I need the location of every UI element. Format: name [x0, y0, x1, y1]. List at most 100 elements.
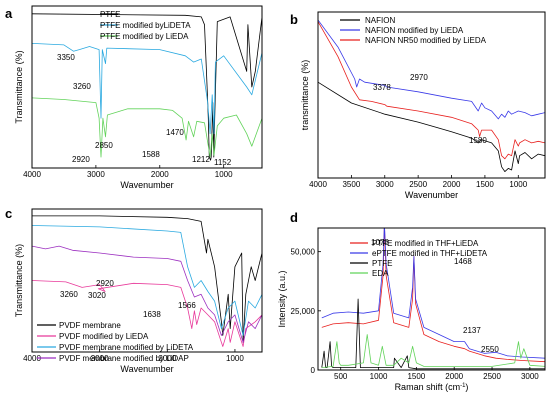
x-tick-label-b-5: 1500 [476, 180, 494, 189]
x-axis-label-c: Wavenumber [120, 364, 173, 374]
legend-label-d-0: PTFE modified in THF+LiEDA [372, 239, 479, 248]
x-tick-label-a-2: 2000 [151, 170, 169, 179]
series-line-d-2 [321, 298, 545, 370]
peak-label-d-1: 1468 [454, 257, 472, 266]
legend-c: PVDF membrane PVDF modified by LiEDA PVDF … [37, 321, 194, 363]
x-tick-label-b-0: 4000 [309, 180, 327, 189]
peak-label-b-1: 2970 [410, 73, 428, 82]
legend-label-d-1: ePTFE modified in THF+LiDETA [372, 249, 488, 258]
y-axis-label-b: transmittance (%) [300, 60, 310, 131]
x-tick-label-c-2: 2000 [158, 354, 176, 363]
x-tick-label-b-3: 2500 [409, 180, 427, 189]
peak-label-a-4: 1588 [142, 150, 160, 159]
legend-label-b-1: NAFION modified by LiEDA [365, 26, 464, 35]
plot-frame-b [317, 11, 546, 179]
y-axis-label-d: Intensity (a.u.) [277, 270, 287, 327]
x-tick-label-a-3: 1000 [215, 170, 233, 179]
panel-letter-b: b [290, 12, 298, 27]
series-group-c [32, 215, 262, 347]
x-tick-label-c-0: 4000 [23, 354, 41, 363]
x-tick-label-b-6: 1000 [509, 180, 527, 189]
peak-label-a-6: 1212 [192, 155, 210, 164]
x-tick-label-c-1: 3000 [91, 354, 109, 363]
peak-label-c-2: 3020 [88, 291, 106, 300]
series-line-b-0 [318, 81, 545, 172]
plot-frame-c [31, 208, 263, 353]
legend-label-c-2: PVDF membrane modified by LiDETA [59, 343, 194, 352]
legend-label-a-1: PTFE modified byLiDETA [100, 21, 191, 30]
legend-label-d-3: EDA [372, 269, 389, 278]
peak-label-b-2: 1580 [469, 136, 487, 145]
series-line-c-2 [32, 225, 262, 336]
series-line-b-1 [318, 19, 545, 120]
peak-label-c-4: 1566 [178, 301, 196, 310]
peak-label-d-0: 1078 [371, 238, 389, 247]
y-axis-label-a: Transmittance (%) [14, 50, 24, 123]
plot-frame-d [317, 227, 546, 371]
series-line-c-0 [32, 215, 262, 343]
x-tick-label-d-3: 2000 [445, 372, 463, 381]
x-tick-label-b-2: 3000 [376, 180, 394, 189]
y-axis-label-c: Transmittance (%) [14, 244, 24, 317]
legend-label-c-3: PVDF membrane modified by LiDAP [59, 354, 189, 363]
x-tick-label-d-0: 500 [334, 372, 348, 381]
x-axis-label-d: Raman shift (cm-1) [395, 382, 469, 392]
panel-b: 4000 3500 3000 2500 2000 1500 1000 Wavenumber tr… [290, 11, 546, 200]
x-tick-label-a-0: 4000 [23, 170, 41, 179]
x-tick-label-a-1: 3000 [87, 170, 105, 179]
panel-letter-a: a [5, 6, 13, 21]
series-group-d [321, 228, 545, 370]
series-line-c-1 [32, 280, 262, 347]
peak-label-a-3: 2850 [95, 141, 113, 150]
x-axis-label-end-d: ) [465, 382, 468, 392]
peak-label-d-3: 2550 [481, 345, 499, 354]
legend-label-a-2: PTFE modified by LiEDA [100, 32, 189, 41]
panel-letter-d: d [290, 210, 298, 225]
x-axis-label-sup-d: -1 [460, 383, 466, 389]
series-line-b-2 [318, 21, 545, 160]
series-line-c-3 [32, 245, 262, 343]
x-tick-label-b-1: 3500 [342, 180, 360, 189]
panel-d: 500 1000 1500 2000 2500 3000 0 25,000 50,000 Rama… [277, 210, 546, 392]
x-axis-label-main-d: Raman shift (cm [395, 382, 461, 392]
peak-label-a-7: 1152 [214, 158, 232, 167]
peak-label-a-0: 3350 [57, 53, 75, 62]
x-tick-label-d-5: 3000 [521, 372, 539, 381]
peak-label-b-0: 3378 [373, 83, 391, 92]
peak-label-a-1: 3260 [73, 82, 91, 91]
legend-label-c-0: PVDF membrane [59, 321, 121, 330]
legend-label-a-0: PTFE [100, 10, 120, 19]
series-line-d-3 [321, 334, 545, 368]
x-tick-label-d-1: 1000 [370, 372, 388, 381]
peak-label-c-3: 1638 [143, 310, 161, 319]
x-tick-label-d-2: 1500 [407, 372, 425, 381]
panel-letter-c: c [5, 206, 12, 221]
legend-label-b-0: NAFION [365, 16, 395, 25]
peak-label-d-2: 2137 [463, 326, 481, 335]
x-tick-label-c-3: 1000 [226, 354, 244, 363]
y-tick-label-d-1: 25,000 [291, 307, 316, 316]
x-tick-label-b-4: 2000 [443, 180, 461, 189]
x-axis-label-a: Wavenumber [120, 180, 173, 190]
legend-label-d-2: PTFE [372, 259, 392, 268]
y-tick-label-d-2: 50,000 [291, 248, 316, 257]
series-group-b [318, 19, 545, 172]
x-axis-label-b: Wavenumber [405, 190, 458, 200]
peak-label-c-1: 2920 [96, 279, 114, 288]
y-tick-label-d-0: 0 [311, 366, 316, 375]
peak-label-a-5: 1470 [166, 128, 184, 137]
series-line-d-1 [321, 228, 545, 359]
plot-frame-a [31, 5, 263, 169]
legend-a: PTFE PTFE modified byLiDETA PTFE modified … [100, 10, 191, 41]
series-line-a-1 [32, 43, 262, 135]
legend-label-b-2: NAFION NR50 modified by LiEDA [365, 36, 487, 45]
peak-label-c-0: 3260 [60, 290, 78, 299]
panel-a: 4000 3000 2000 1000 Wavenumber Transmittance … [5, 5, 263, 190]
x-tick-label-d-4: 2500 [483, 372, 501, 381]
legend-label-c-1: PVDF modified by LiEDA [59, 332, 149, 341]
peak-label-a-2: 2920 [72, 155, 90, 164]
series-line-a-2 [32, 97, 262, 158]
